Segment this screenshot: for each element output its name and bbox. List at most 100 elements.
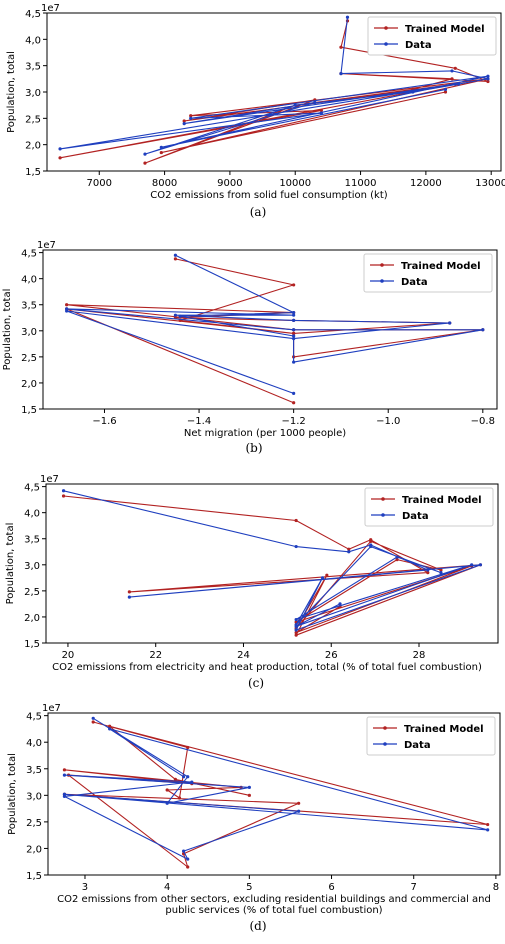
data-point xyxy=(247,793,251,797)
legend-label: Trained Model xyxy=(404,724,484,735)
plot-frame xyxy=(45,483,499,644)
data-point xyxy=(450,77,454,81)
data-point xyxy=(347,550,351,554)
data-point xyxy=(173,313,178,317)
x-tick-label: 13000 xyxy=(475,178,505,189)
series-line xyxy=(63,721,489,868)
data-point xyxy=(369,539,373,543)
data-point xyxy=(186,857,190,861)
legend-marker xyxy=(383,742,387,746)
x-axis-label-line2: public services (% of total fuel combust… xyxy=(165,905,382,916)
y-tick-label: 3,5 xyxy=(24,535,40,546)
series-data xyxy=(58,15,490,156)
y-tick-label: 2,0 xyxy=(21,379,37,390)
data-point xyxy=(292,283,296,287)
data-point xyxy=(448,321,452,325)
data-point xyxy=(91,720,95,724)
data-point xyxy=(478,563,483,567)
y-tick-label: 1,5 xyxy=(21,405,37,416)
data-point xyxy=(62,773,67,777)
plot-frame xyxy=(47,712,501,876)
data-point xyxy=(292,337,296,341)
data-point xyxy=(292,331,296,336)
data-point xyxy=(159,145,163,149)
y-tick-label: 3,0 xyxy=(26,791,42,802)
x-axis-label: Net migration (per 1000 people) xyxy=(184,428,346,439)
data-point xyxy=(65,309,69,313)
data-point xyxy=(173,253,178,257)
x-tick-label: 24 xyxy=(237,650,250,661)
legend-marker xyxy=(381,513,385,517)
y-offset-label: 1e7 xyxy=(40,474,59,485)
x-tick-label: 6 xyxy=(328,882,334,893)
y-offset-label: 1e7 xyxy=(37,240,56,251)
figure-caption: (c) xyxy=(248,676,264,690)
y-tick-label: 3,0 xyxy=(21,327,37,338)
data-point xyxy=(320,576,325,580)
y-tick-label: 3,5 xyxy=(26,765,42,776)
data-point xyxy=(456,82,461,86)
data-point xyxy=(345,15,350,19)
legend-label: Trained Model xyxy=(405,24,485,35)
data-point xyxy=(470,563,474,567)
data-point xyxy=(58,147,62,151)
legend-marker xyxy=(380,263,384,267)
y-tick-label: 3,5 xyxy=(21,301,37,312)
data-point xyxy=(294,617,298,622)
data-point xyxy=(62,768,67,772)
x-tick-label: −1.2 xyxy=(281,416,305,427)
data-point xyxy=(159,150,163,155)
y-offset-label: 1e7 xyxy=(42,703,61,714)
data-point xyxy=(486,79,490,84)
legend-label: Data xyxy=(404,740,431,751)
plot-frame xyxy=(42,249,498,410)
data-point xyxy=(108,727,112,731)
y-tick-label: 2,0 xyxy=(25,141,41,152)
x-tick-label: 9000 xyxy=(217,178,242,189)
data-point xyxy=(426,568,430,572)
data-point xyxy=(189,114,193,118)
x-tick-label: 3 xyxy=(82,882,88,893)
data-point xyxy=(182,849,186,853)
y-tick-label: 2,0 xyxy=(24,613,40,624)
data-point xyxy=(65,303,69,307)
chart-a: 7000 8000 9000 10000 11000 12000 13000 1,5 2,0 2,… xyxy=(6,3,505,219)
legend: Trained Model Data xyxy=(363,253,493,293)
y-tick-label: 2,5 xyxy=(26,818,42,829)
series-data xyxy=(62,716,490,861)
data-point xyxy=(486,822,490,827)
y-tick-label: 3,0 xyxy=(24,561,40,572)
data-point xyxy=(61,489,66,493)
data-point xyxy=(453,66,457,70)
legend-box xyxy=(367,16,497,56)
data-point xyxy=(339,71,343,76)
data-point xyxy=(292,310,296,315)
data-point xyxy=(292,328,296,332)
y-tick-label: 2,0 xyxy=(26,844,42,855)
x-tick-label: 26 xyxy=(325,650,338,661)
data-point xyxy=(127,590,131,594)
data-point xyxy=(182,775,186,779)
y-tick-label: 2,5 xyxy=(25,114,41,125)
chart-b: −1.6 −1.4 −1.2 −1.0 −0.8 1,5 2,0 2,5 3,0 3,5 4,0 4,… xyxy=(2,240,498,455)
x-tick-label: 22 xyxy=(149,650,162,661)
figure-caption: (a) xyxy=(250,205,267,219)
data-point xyxy=(108,724,112,728)
data-point xyxy=(186,865,190,869)
data-point xyxy=(293,103,297,107)
data-point xyxy=(58,156,62,160)
data-point xyxy=(443,90,448,94)
x-tick-label: 12000 xyxy=(410,178,442,189)
x-tick-label: 7 xyxy=(411,882,417,893)
y-tick-label: 4,0 xyxy=(25,35,41,46)
data-point xyxy=(319,111,323,115)
legend-marker xyxy=(380,279,384,283)
data-point xyxy=(347,547,351,551)
legend-marker xyxy=(384,42,388,46)
x-tick-label: 5 xyxy=(246,882,252,893)
legend-box xyxy=(366,716,496,756)
x-tick-label: −1.6 xyxy=(92,416,116,427)
